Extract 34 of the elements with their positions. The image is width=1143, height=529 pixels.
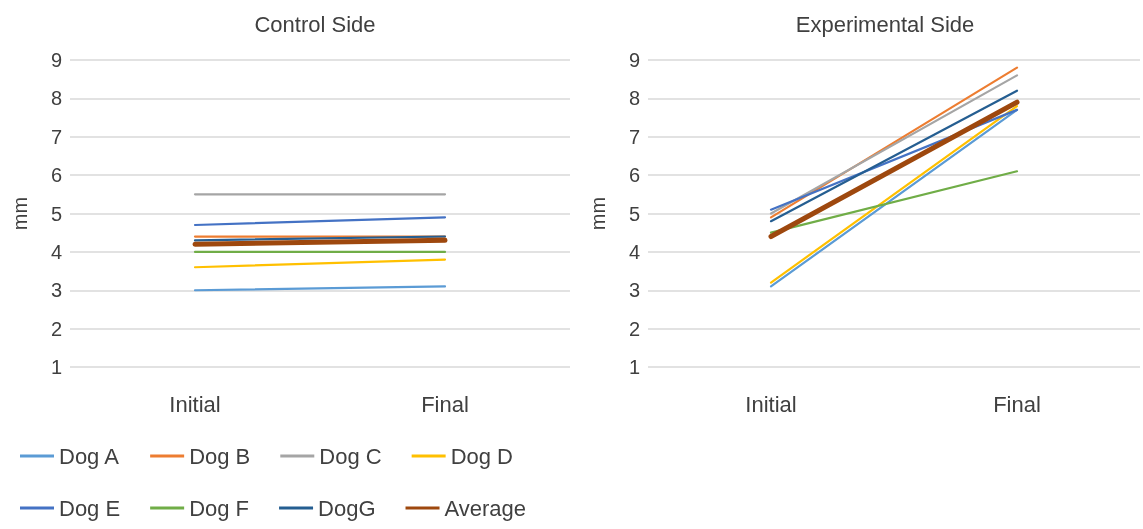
y-axis-title: mm — [587, 196, 609, 231]
y-axis-title: mm — [9, 196, 31, 231]
y-tick-label: 2 — [50, 317, 62, 340]
x-tick-label: Final — [993, 391, 1041, 417]
y-tick-label: 7 — [50, 125, 62, 148]
y-tick-label: 9 — [628, 49, 640, 71]
y-tick-label: 5 — [628, 202, 640, 225]
y-tick-label: 8 — [628, 87, 640, 110]
y-tick-label: 7 — [628, 125, 640, 148]
x-tick-label: Final — [421, 391, 469, 417]
legend-label: Dog B — [189, 443, 251, 469]
legend-label: Dog F — [189, 495, 250, 521]
legend-label: Dog A — [59, 443, 120, 469]
y-tick-label: 4 — [50, 240, 62, 263]
y-tick-label: 6 — [50, 164, 62, 187]
y-tick-label: 1 — [50, 356, 62, 378]
legend-label: DogG — [318, 495, 376, 521]
y-tick-label: 1 — [628, 356, 640, 378]
y-tick-label: 6 — [628, 164, 640, 187]
legend-label: Dog C — [319, 443, 382, 469]
y-tick-label: 3 — [628, 279, 640, 302]
y-tick-label: 4 — [628, 240, 640, 263]
y-tick-label: 8 — [50, 87, 62, 110]
chart-title: Experimental Side — [795, 11, 975, 37]
legend-label: Dog E — [59, 495, 121, 521]
legend-label: Dog D — [450, 443, 514, 469]
legend-label: Average — [444, 495, 527, 521]
y-tick-label: 2 — [628, 317, 640, 340]
x-tick-label: Initial — [169, 391, 221, 417]
chart-title: Control Side — [254, 11, 376, 37]
y-tick-label: 9 — [50, 49, 62, 71]
y-tick-label: 3 — [50, 279, 62, 302]
x-tick-label: Initial — [745, 391, 797, 417]
y-tick-label: 5 — [50, 202, 62, 225]
